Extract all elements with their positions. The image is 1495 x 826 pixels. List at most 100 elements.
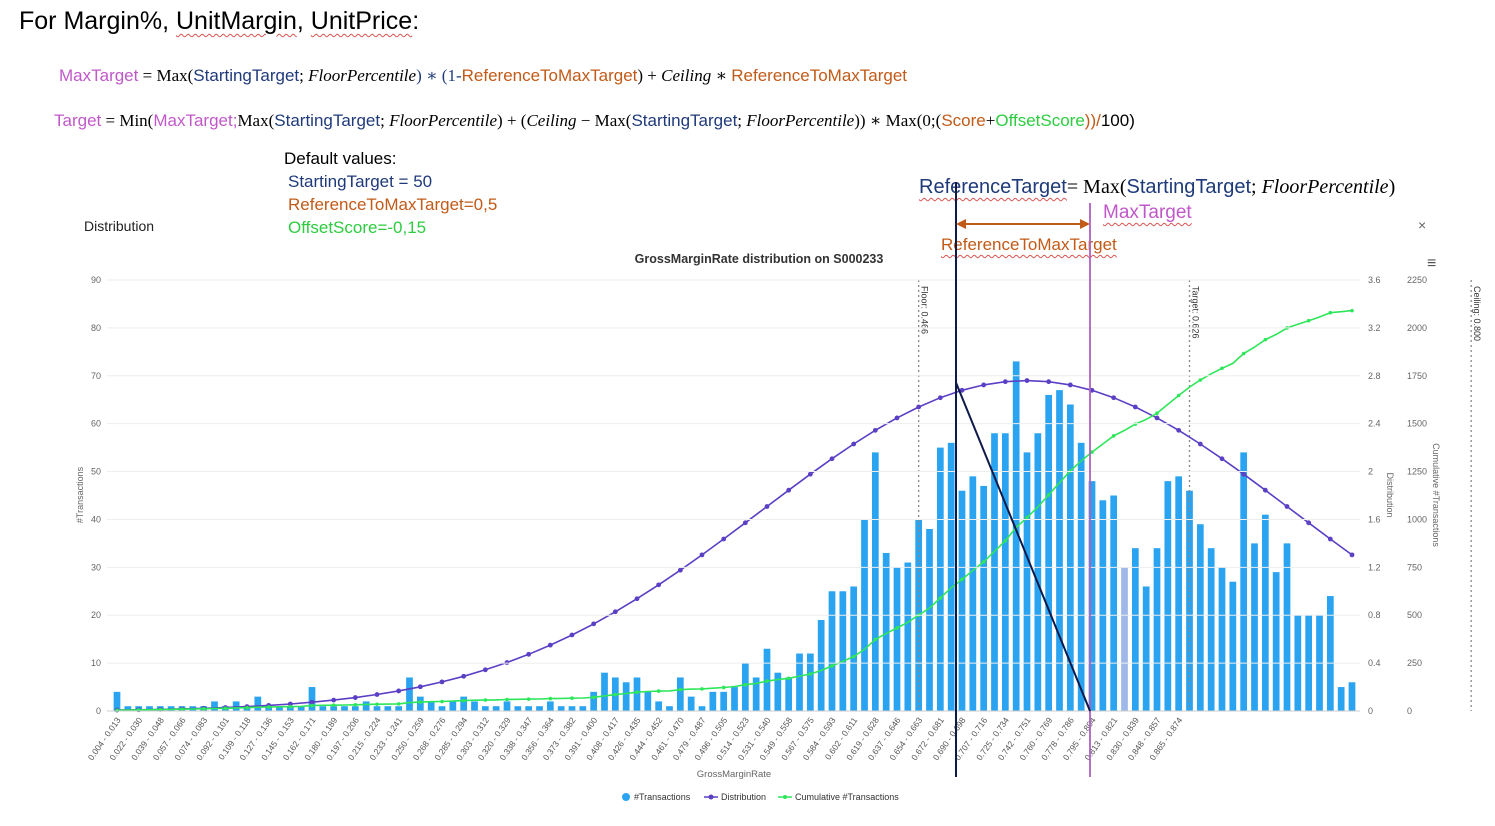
bar [1045, 394, 1053, 711]
bar [1012, 361, 1020, 711]
bar [839, 591, 847, 711]
distribution-point [721, 536, 727, 542]
bar [785, 677, 793, 711]
bar [1142, 586, 1150, 711]
bar [427, 701, 435, 711]
bar [1077, 442, 1085, 711]
y-right1-tick: 2.8 [1368, 371, 1381, 381]
distribution-line [116, 379, 1353, 711]
bar [882, 552, 890, 711]
legend-item: Distribution [721, 792, 766, 802]
distribution-point [894, 415, 900, 421]
distribution-point [1219, 456, 1225, 462]
cumulative-point [743, 682, 748, 687]
y-left-title: #Transactions [75, 466, 85, 523]
cumulative-point [158, 707, 163, 712]
bar [351, 706, 359, 711]
f1-ref2: ReferenceToMaxTarget [731, 66, 908, 85]
bar [1337, 687, 1345, 711]
cumulative-point [201, 707, 206, 711]
cumulative-point [1046, 493, 1051, 497]
heading-unitmargin: UnitMargin [175, 7, 297, 35]
distribution-point [1132, 404, 1138, 410]
cumulative-point [1263, 337, 1268, 342]
bar [503, 701, 511, 711]
f1-ref: ReferenceToMaxTarget [461, 66, 638, 85]
bar [146, 706, 153, 711]
cumulative-point [245, 705, 249, 710]
cumulative-point [396, 702, 401, 706]
cumulative-point [310, 703, 314, 708]
bar [557, 706, 565, 711]
cumulative-point [895, 626, 899, 630]
cumulative-point [1198, 378, 1203, 382]
bar [806, 653, 814, 711]
cumulative-point [678, 687, 683, 692]
distribution-point [872, 427, 878, 433]
cumulative-point [765, 679, 769, 683]
bar [438, 706, 446, 711]
bar [980, 485, 988, 711]
f1-ceiling: Ceiling [661, 66, 712, 85]
cumulative-point [288, 704, 293, 709]
cumulative-point [505, 697, 509, 702]
f2-l: )) ∗ Max(0;( [854, 111, 942, 130]
bar [774, 672, 782, 711]
bar [991, 433, 998, 711]
bar [1261, 514, 1269, 711]
reftarget-semi: ; [1251, 176, 1262, 198]
bar [1348, 682, 1356, 711]
cumulative-point [440, 699, 444, 704]
distribution-point [699, 552, 705, 558]
bar [1099, 500, 1107, 711]
default-offset: OffsetScore=-0,15 [288, 218, 427, 237]
bar [969, 476, 977, 711]
bar [666, 706, 673, 711]
bar [893, 567, 901, 711]
x-axis-title: GrossMarginRate [697, 769, 771, 780]
distribution-point [1197, 441, 1203, 447]
cumulative-point [786, 676, 791, 681]
distribution-point [526, 651, 532, 657]
distribution-point [461, 673, 467, 679]
cumulative-point [613, 692, 618, 697]
bar [796, 653, 803, 711]
distribution-point [482, 667, 488, 673]
distribution-point [352, 695, 358, 700]
bar [579, 706, 587, 711]
f1-g: ∗ [711, 66, 732, 85]
cumulative-point [1090, 450, 1094, 454]
distribution-point [742, 520, 748, 526]
cumulative-point [1176, 393, 1181, 398]
bar [362, 701, 370, 711]
f2-score: Score [941, 111, 986, 130]
menu-icon[interactable]: ≡ [1427, 255, 1437, 272]
reftarget-eq: = Max( [1066, 176, 1127, 198]
bar [568, 706, 576, 711]
default-ref: ReferenceToMaxTarget=0,5 [288, 195, 498, 214]
reftarget-starting: StartingTarget [1126, 176, 1251, 198]
y-right2-tick: 750 [1407, 562, 1422, 572]
distribution-point [417, 684, 423, 690]
y-right2-tick: 1500 [1407, 419, 1427, 429]
close-icon[interactable]: × [1418, 217, 1427, 233]
bar [1153, 548, 1161, 711]
y-left-tick: 80 [91, 323, 101, 333]
bar [1131, 548, 1139, 711]
f2-h: − Max( [576, 111, 632, 130]
f2-f: ) + ( [497, 111, 527, 130]
defaults-title: Default values: [284, 149, 397, 168]
f1-c: ) ∗ (1- [416, 66, 462, 85]
y-left-tick: 50 [91, 467, 101, 477]
vline-label: Floor: 0.466 [920, 286, 930, 334]
distribution-point [591, 621, 597, 627]
y-right2-tick: 500 [1407, 610, 1422, 620]
bar [622, 682, 630, 711]
formula-maxtarget: MaxTarget = Max(StartingTarget; FloorPer… [59, 66, 907, 86]
f1-lhs: MaxTarget [59, 66, 139, 85]
distribution-point [396, 688, 402, 694]
y-right1-tick: 1.2 [1368, 562, 1381, 572]
cumulative-point [656, 689, 661, 693]
chart-title: GrossMarginRate distribution on S000233 [635, 252, 884, 266]
distribution-point [374, 692, 380, 697]
